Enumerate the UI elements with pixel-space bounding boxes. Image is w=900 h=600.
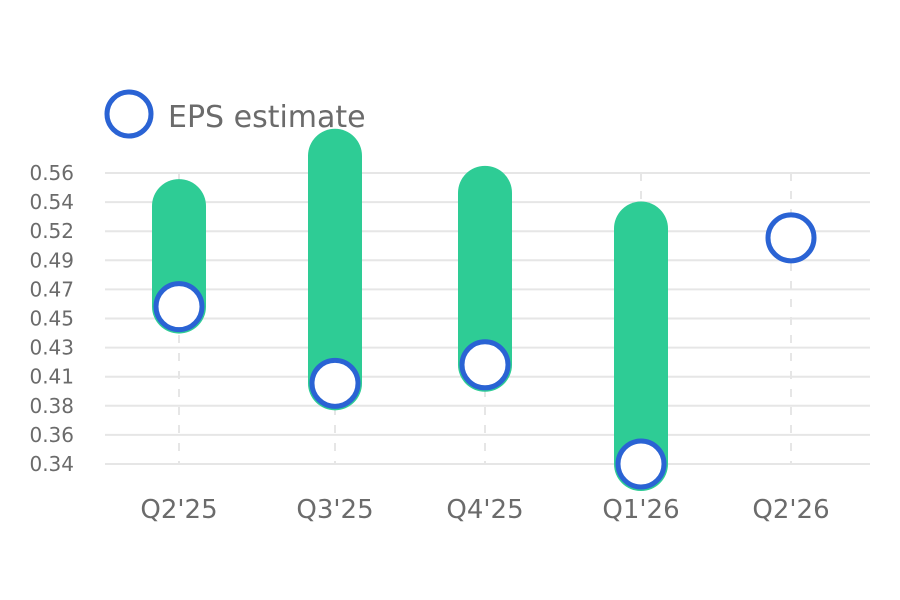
y-tick-label: 0.45	[29, 307, 74, 331]
range-bar	[458, 165, 512, 392]
legend: EPS estimate	[104, 89, 366, 139]
eps-markers	[153, 212, 817, 490]
y-tick-label: 0.43	[29, 336, 74, 360]
range-bar	[614, 201, 668, 491]
x-tick-label: Q4'25	[446, 495, 523, 525]
y-tick-label: 0.36	[29, 423, 74, 447]
y-tick-label: 0.41	[29, 365, 74, 389]
x-tick-label: Q1'26	[602, 495, 679, 525]
y-axis: 0.56 0.54 0.52 0.49 0.47 0.45 0.43 0.41 0.38 0.36…	[29, 161, 74, 476]
x-tick-label: Q3'25	[296, 495, 373, 525]
x-tick-label: Q2'26	[752, 495, 829, 525]
range-bar	[308, 128, 362, 411]
eps-estimate-point	[765, 212, 817, 264]
x-tick-label: Q2'25	[140, 495, 217, 525]
y-tick-label: 0.54	[29, 190, 74, 214]
y-tick-label: 0.56	[29, 161, 74, 185]
y-tick-label: 0.49	[29, 248, 74, 272]
y-tick-label: 0.38	[29, 394, 74, 418]
y-tick-label: 0.52	[29, 219, 74, 243]
eps-estimate-point	[153, 281, 205, 333]
eps-estimate-point	[615, 438, 667, 490]
y-tick-label: 0.47	[29, 277, 74, 301]
eps-estimate-point	[459, 339, 511, 391]
y-tick-label: 0.34	[29, 452, 74, 476]
range-bars	[152, 128, 668, 491]
x-axis: Q2'25 Q3'25 Q4'25 Q1'26 Q2'26	[140, 495, 829, 525]
legend-marker-icon	[104, 89, 154, 139]
eps-estimate-point	[309, 357, 361, 409]
